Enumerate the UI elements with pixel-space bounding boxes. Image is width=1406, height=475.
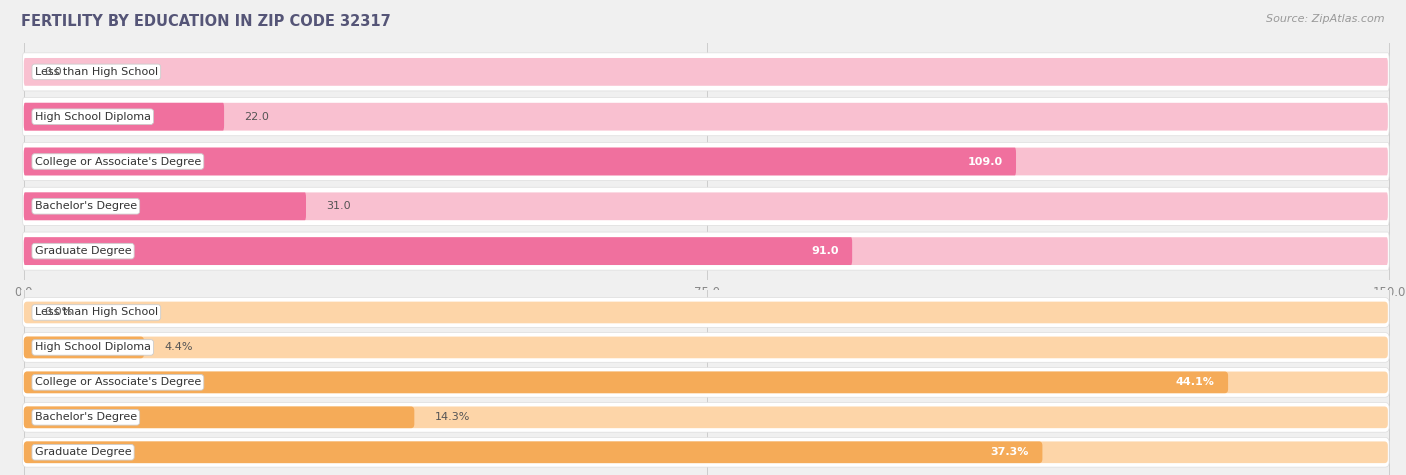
- FancyBboxPatch shape: [24, 337, 1388, 358]
- FancyBboxPatch shape: [22, 98, 1389, 136]
- FancyBboxPatch shape: [22, 332, 1389, 362]
- Text: 37.3%: 37.3%: [990, 447, 1029, 457]
- Text: 0.0: 0.0: [45, 67, 62, 77]
- FancyBboxPatch shape: [22, 53, 1389, 91]
- FancyBboxPatch shape: [22, 232, 1389, 270]
- FancyBboxPatch shape: [22, 437, 1389, 467]
- Text: College or Associate's Degree: College or Associate's Degree: [35, 377, 201, 388]
- Text: 0.0%: 0.0%: [45, 307, 73, 317]
- Text: 4.4%: 4.4%: [165, 342, 193, 352]
- FancyBboxPatch shape: [24, 407, 1388, 428]
- FancyBboxPatch shape: [24, 441, 1042, 463]
- FancyBboxPatch shape: [24, 371, 1388, 393]
- FancyBboxPatch shape: [24, 302, 1388, 323]
- Text: 22.0: 22.0: [245, 112, 270, 122]
- FancyBboxPatch shape: [24, 148, 1388, 175]
- Text: 14.3%: 14.3%: [434, 412, 470, 422]
- FancyBboxPatch shape: [24, 337, 143, 358]
- Text: FERTILITY BY EDUCATION IN ZIP CODE 32317: FERTILITY BY EDUCATION IN ZIP CODE 32317: [21, 14, 391, 29]
- FancyBboxPatch shape: [24, 237, 852, 265]
- FancyBboxPatch shape: [22, 298, 1389, 327]
- Text: Bachelor's Degree: Bachelor's Degree: [35, 201, 136, 211]
- Text: Less than High School: Less than High School: [35, 307, 157, 317]
- Text: 91.0: 91.0: [811, 246, 838, 256]
- Text: College or Associate's Degree: College or Associate's Degree: [35, 156, 201, 167]
- Text: Source: ZipAtlas.com: Source: ZipAtlas.com: [1267, 14, 1385, 24]
- FancyBboxPatch shape: [22, 402, 1389, 432]
- Text: Graduate Degree: Graduate Degree: [35, 447, 131, 457]
- FancyBboxPatch shape: [24, 192, 1388, 220]
- FancyBboxPatch shape: [22, 368, 1389, 397]
- Text: High School Diploma: High School Diploma: [35, 342, 150, 352]
- Text: Less than High School: Less than High School: [35, 67, 157, 77]
- FancyBboxPatch shape: [24, 441, 1388, 463]
- FancyBboxPatch shape: [24, 371, 1227, 393]
- FancyBboxPatch shape: [24, 103, 1388, 131]
- FancyBboxPatch shape: [22, 142, 1389, 180]
- Text: 31.0: 31.0: [326, 201, 352, 211]
- FancyBboxPatch shape: [24, 407, 415, 428]
- FancyBboxPatch shape: [22, 187, 1389, 225]
- FancyBboxPatch shape: [24, 58, 1388, 86]
- FancyBboxPatch shape: [24, 148, 1017, 175]
- Text: Bachelor's Degree: Bachelor's Degree: [35, 412, 136, 422]
- Text: 44.1%: 44.1%: [1175, 377, 1215, 388]
- FancyBboxPatch shape: [24, 192, 307, 220]
- Text: 109.0: 109.0: [967, 156, 1002, 167]
- FancyBboxPatch shape: [24, 237, 1388, 265]
- Text: High School Diploma: High School Diploma: [35, 112, 150, 122]
- Text: Graduate Degree: Graduate Degree: [35, 246, 131, 256]
- FancyBboxPatch shape: [24, 103, 224, 131]
